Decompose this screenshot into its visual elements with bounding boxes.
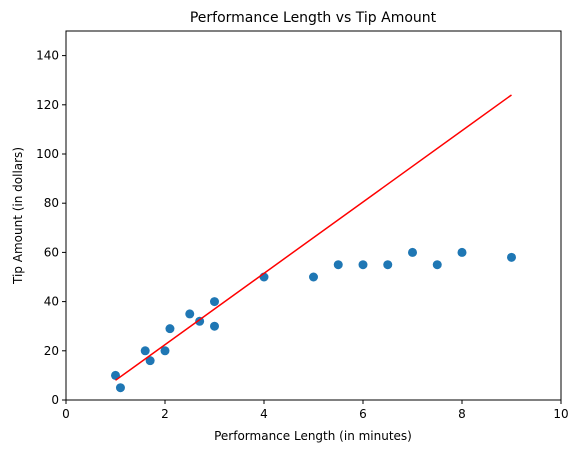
data-point <box>145 356 155 366</box>
data-point <box>457 247 467 257</box>
y-tick-label: 20 <box>44 344 59 358</box>
data-point <box>358 260 368 270</box>
y-tick-label: 0 <box>51 393 59 407</box>
data-point <box>165 324 175 334</box>
chart-title: Performance Length vs Tip Amount <box>190 10 437 26</box>
plot-frame <box>65 30 562 401</box>
data-point <box>210 321 219 331</box>
data-point <box>507 252 516 262</box>
x-tick-label: 2 <box>161 407 169 421</box>
data-point <box>115 383 125 393</box>
fit-line <box>115 94 512 381</box>
y-axis-label: Tip Amount (in dollars) <box>11 147 25 285</box>
y-tick-label: 120 <box>36 98 59 112</box>
data-point <box>195 316 205 326</box>
data-point <box>140 346 150 356</box>
y-tick-label: 60 <box>44 245 59 259</box>
data-point <box>111 370 120 380</box>
y-tick-label: 80 <box>44 196 59 210</box>
data-point <box>408 247 417 257</box>
x-axis-label: Performance Length (in minutes) <box>214 429 412 443</box>
x-tick-label: 4 <box>260 407 268 421</box>
x-tick-label: 8 <box>458 407 466 421</box>
data-point <box>185 309 195 319</box>
y-tick-label: 40 <box>44 295 59 309</box>
y-tick-label: 140 <box>36 49 59 63</box>
y-tick-label: 100 <box>36 147 59 161</box>
data-point <box>333 260 343 270</box>
plot-area <box>111 94 516 393</box>
x-tick-label: 0 <box>62 407 70 421</box>
x-tick-label: 10 <box>553 407 568 421</box>
x-tick-label: 6 <box>359 407 367 421</box>
data-point <box>210 297 219 307</box>
data-point <box>383 260 393 270</box>
data-point <box>432 260 442 270</box>
data-point <box>309 272 318 282</box>
data-point <box>160 346 170 356</box>
